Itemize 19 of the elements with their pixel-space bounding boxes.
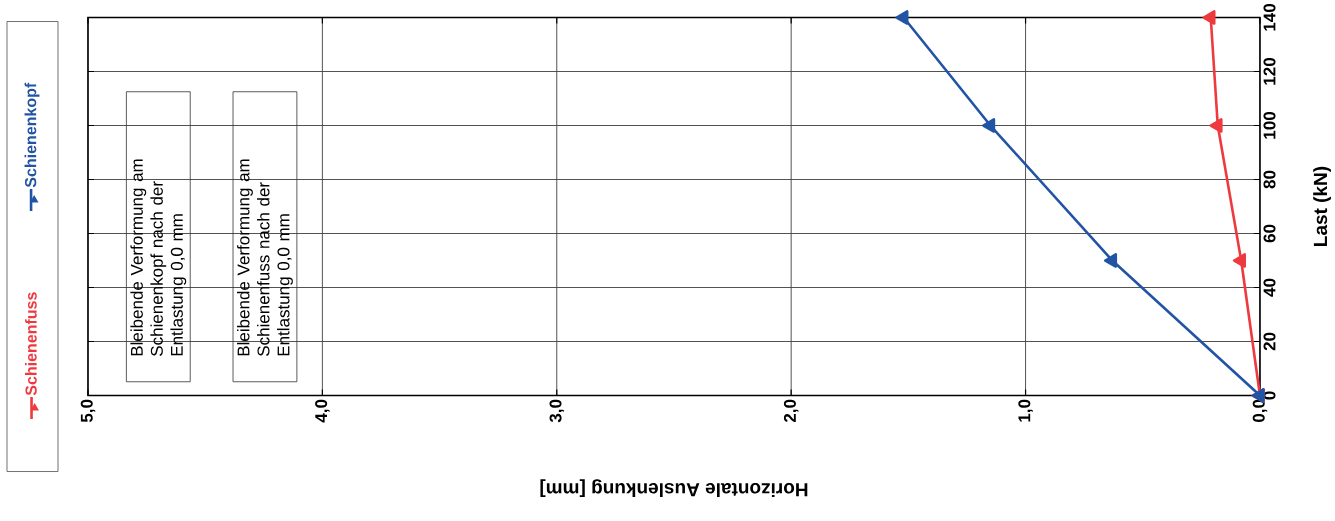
text: Schienenfuss	[25, 292, 37, 396]
x-tick-label: 5,0	[80, 399, 96, 423]
x-tick-label: 4,0	[315, 399, 330, 423]
y-tick-label: 40	[1263, 279, 1276, 297]
x-tick-label: 2,0	[783, 399, 799, 423]
text: Schienenkopf	[24, 83, 40, 188]
y-tick-label: 60	[1263, 225, 1276, 243]
y-tick-label: 0	[1263, 391, 1276, 400]
annotation: Bleibende Verformung am Schienenfuss nach der Entlastung 0,0 mm	[237, 159, 293, 357]
annotation: Bleibende Verformung am Schienenkopf nach der Entlastung 0,0 mm	[130, 159, 187, 357]
y-tick-label: 140	[1263, 4, 1276, 31]
y-axis-title: Last (kN)	[1313, 167, 1331, 247]
x-tick-label: 3,0	[549, 399, 565, 423]
y-tick-label: 20	[1263, 333, 1276, 351]
y-tick-label: 80	[1263, 171, 1276, 189]
x-tick-label: 1,0	[1018, 399, 1033, 422]
y-tick-label: 100	[1263, 112, 1276, 139]
y-tick-label: 120	[1263, 58, 1276, 85]
x-axis-title: Horizontale Auslenkung [mm]	[540, 479, 808, 498]
